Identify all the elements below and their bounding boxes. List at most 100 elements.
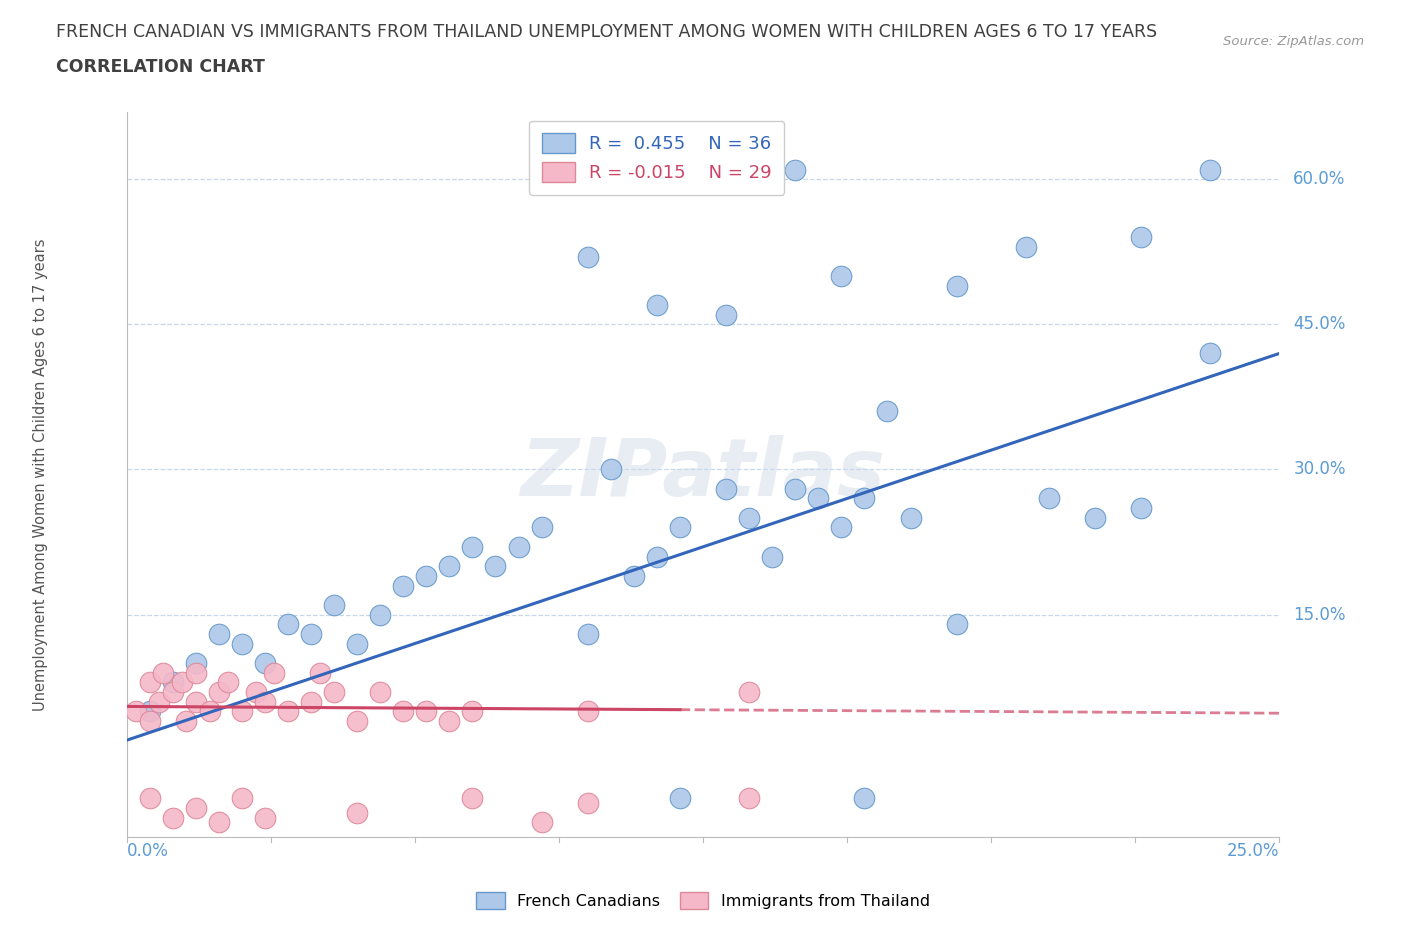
Text: 25.0%: 25.0%: [1227, 842, 1279, 860]
Point: [184, 694, 207, 709]
Point: [830, 520, 852, 535]
Legend: R =  0.455    N = 36, R = -0.015    N = 29: R = 0.455 N = 36, R = -0.015 N = 29: [530, 121, 785, 194]
Point: [138, 790, 160, 805]
Point: [415, 704, 437, 719]
Point: [162, 684, 184, 699]
Point: [484, 559, 506, 574]
Point: [208, 815, 231, 830]
Text: 15.0%: 15.0%: [1294, 605, 1346, 623]
Point: [1038, 491, 1060, 506]
Point: [1130, 230, 1153, 245]
Point: [439, 559, 461, 574]
Point: [208, 684, 231, 699]
Point: [530, 815, 553, 830]
Point: [309, 665, 332, 680]
Text: ZIPatlas: ZIPatlas: [520, 435, 886, 513]
Point: [945, 617, 967, 631]
Point: [461, 539, 484, 554]
Text: FRENCH CANADIAN VS IMMIGRANTS FROM THAILAND UNEMPLOYMENT AMONG WOMEN WITH CHILDR: FRENCH CANADIAN VS IMMIGRANTS FROM THAIL…: [56, 23, 1157, 41]
Text: 30.0%: 30.0%: [1294, 460, 1346, 478]
Point: [346, 636, 368, 651]
Point: [184, 656, 207, 671]
Point: [176, 713, 198, 728]
Point: [323, 597, 346, 612]
Point: [830, 269, 852, 284]
Point: [738, 790, 761, 805]
Point: [900, 511, 922, 525]
Point: [245, 684, 267, 699]
Point: [1130, 500, 1153, 515]
Point: [346, 805, 368, 820]
Point: [299, 627, 322, 642]
Point: [623, 568, 645, 583]
Point: [263, 665, 285, 680]
Point: [576, 704, 599, 719]
Point: [599, 462, 621, 477]
Point: [170, 675, 193, 690]
Point: [138, 704, 160, 719]
Point: [576, 796, 599, 811]
Point: [669, 520, 692, 535]
Point: [945, 278, 967, 293]
Point: [368, 684, 391, 699]
Text: CORRELATION CHART: CORRELATION CHART: [56, 58, 266, 75]
Point: [576, 249, 599, 264]
Point: [392, 704, 415, 719]
Text: Source: ZipAtlas.com: Source: ZipAtlas.com: [1223, 35, 1364, 48]
Point: [162, 675, 184, 690]
Point: [299, 694, 322, 709]
Point: [138, 675, 160, 690]
Point: [785, 162, 807, 177]
Text: 0.0%: 0.0%: [127, 842, 169, 860]
Point: [508, 539, 530, 554]
Point: [277, 704, 299, 719]
Point: [645, 549, 668, 564]
Point: [184, 801, 207, 816]
Point: [231, 704, 253, 719]
Point: [714, 307, 737, 322]
Point: [323, 684, 346, 699]
Point: [346, 713, 368, 728]
Point: [231, 790, 253, 805]
Point: [1015, 240, 1038, 255]
Point: [368, 607, 391, 622]
Point: [253, 694, 276, 709]
Point: [761, 549, 783, 564]
Point: [1199, 162, 1222, 177]
Point: [785, 482, 807, 497]
Point: [853, 491, 876, 506]
Point: [1199, 346, 1222, 361]
Legend: French Canadians, Immigrants from Thailand: French Canadians, Immigrants from Thaila…: [468, 884, 938, 917]
Point: [530, 520, 553, 535]
Point: [152, 665, 174, 680]
Point: [1084, 511, 1107, 525]
Point: [198, 704, 221, 719]
Point: [738, 511, 761, 525]
Point: [184, 665, 207, 680]
Point: [876, 404, 898, 418]
Point: [853, 790, 876, 805]
Point: [669, 790, 692, 805]
Point: [807, 491, 830, 506]
Point: [217, 675, 239, 690]
Point: [645, 298, 668, 312]
Point: [208, 627, 231, 642]
Point: [461, 704, 484, 719]
Point: [253, 656, 276, 671]
Point: [714, 482, 737, 497]
Point: [277, 617, 299, 631]
Point: [461, 790, 484, 805]
Point: [162, 810, 184, 825]
Point: [439, 713, 461, 728]
Text: 45.0%: 45.0%: [1294, 315, 1346, 333]
Point: [392, 578, 415, 593]
Point: [148, 694, 170, 709]
Point: [231, 636, 253, 651]
Point: [415, 568, 437, 583]
Text: Unemployment Among Women with Children Ages 6 to 17 years: Unemployment Among Women with Children A…: [32, 238, 48, 711]
Point: [125, 704, 148, 719]
Point: [738, 684, 761, 699]
Text: 60.0%: 60.0%: [1294, 170, 1346, 188]
Point: [138, 713, 160, 728]
Point: [253, 810, 276, 825]
